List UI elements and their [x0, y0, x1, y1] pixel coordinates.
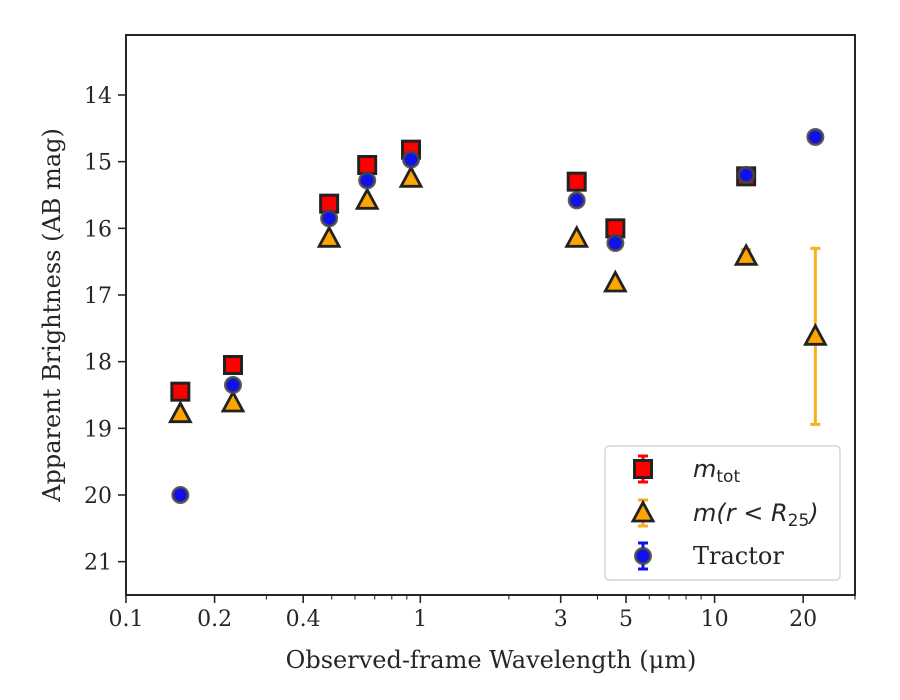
data-point — [564, 224, 590, 248]
data-point — [402, 150, 421, 169]
plot-frame — [125, 34, 856, 596]
data-point — [223, 355, 244, 375]
series-0 — [170, 139, 757, 402]
axes: 0.1 0.2 0.4 1 3 5 10 20 14 15 16 17 18 19 20 21 — [84, 34, 856, 632]
data-point — [566, 171, 587, 192]
data-point — [358, 171, 377, 190]
y-tick-label: 21 — [84, 551, 112, 576]
data-point — [806, 128, 825, 146]
y-tick-label: 16 — [84, 217, 112, 242]
x-tick-label: 0.2 — [197, 607, 232, 632]
x-tick-label: 20 — [789, 607, 817, 632]
legend-marker — [630, 499, 656, 523]
y-tick-label: 18 — [84, 351, 112, 376]
data-point — [220, 389, 246, 413]
data-point — [803, 322, 828, 346]
y-tick-label: 20 — [84, 484, 112, 509]
data-point — [357, 155, 378, 175]
x-tick-label: 1 — [413, 607, 427, 632]
legend-marker — [634, 547, 652, 565]
x-tick-label: 10 — [701, 607, 729, 632]
data-point — [316, 224, 342, 248]
y-tick-label: 15 — [84, 151, 112, 176]
legend-marker — [633, 459, 653, 479]
legend-label: mtot — [693, 455, 740, 487]
y-axis-label: Apparent Brightness (AB mag) — [38, 128, 66, 503]
data-point — [567, 191, 586, 210]
y-tick-label: 19 — [84, 417, 112, 442]
legend-label: Tractor — [693, 542, 784, 570]
data-point — [224, 376, 243, 394]
data-point — [733, 242, 759, 266]
data-point — [354, 186, 380, 210]
x-tick-label: 5 — [619, 607, 633, 632]
legend-box — [604, 445, 841, 581]
data-point — [168, 400, 193, 424]
y-tick-label: 17 — [84, 284, 112, 309]
series-2 — [171, 128, 825, 504]
data-point — [737, 166, 756, 184]
x-tick-label: 0.4 — [286, 607, 321, 632]
data-point — [320, 209, 339, 228]
data-point — [602, 269, 628, 293]
x-tick-label: 3 — [554, 607, 568, 632]
data-point — [398, 164, 424, 188]
legend: mtot m(r < R25) Tractor — [604, 445, 841, 581]
plot-area — [168, 128, 828, 504]
data-point — [170, 381, 191, 402]
legend-label: m(r < R25) — [693, 499, 819, 531]
x-axis-label: Observed-frame Wavelength (μm) — [286, 646, 697, 674]
x-tick-label: 0.1 — [109, 607, 144, 632]
data-point — [606, 234, 625, 252]
series-1 — [168, 164, 828, 426]
data-point — [171, 486, 190, 504]
y-tick-label: 14 — [84, 84, 112, 109]
